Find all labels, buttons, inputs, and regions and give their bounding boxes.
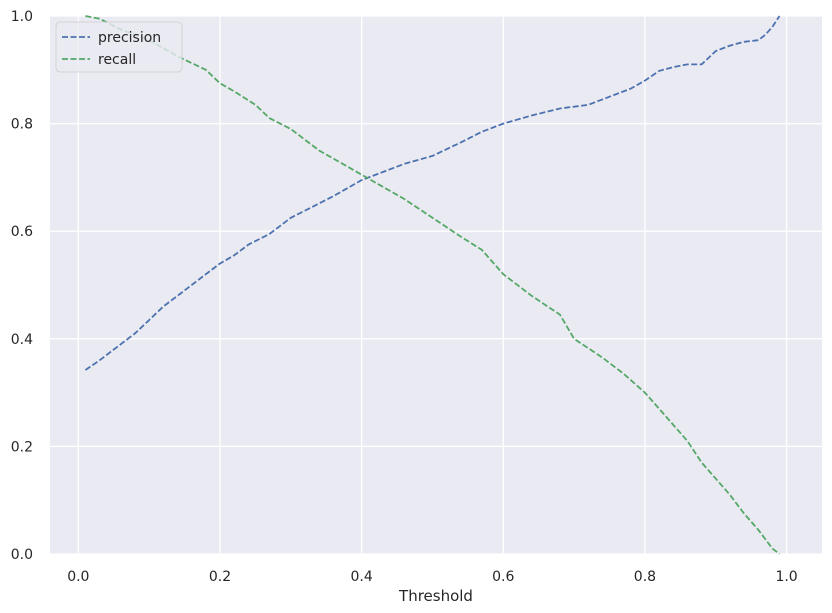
recall-line	[85, 15, 781, 555]
x-tick-labels: 0.0 0.2 0.4 0.6 0.8 1.0	[67, 569, 798, 585]
y-tick-label: 0.8	[11, 117, 33, 133]
x-tick-label: 0.4	[351, 569, 373, 585]
x-tick-label: 0.0	[67, 569, 89, 585]
series-lines	[84, 15, 781, 555]
y-tick-label: 0.4	[11, 332, 33, 348]
plot-area	[50, 16, 822, 554]
legend: precision recall	[55, 21, 183, 73]
y-tick-label: 1.0	[11, 9, 33, 25]
x-tick-label: 0.6	[492, 569, 514, 585]
x-gridlines	[77, 16, 788, 554]
precision-line	[84, 15, 781, 371]
x-tick-label: 1.0	[775, 569, 797, 585]
y-tick-label: 0.6	[11, 224, 33, 240]
x-tick-label: 0.8	[634, 569, 656, 585]
x-tick-label: 0.2	[209, 569, 231, 585]
y-tick-label: 0.2	[11, 439, 33, 455]
legend-label-precision: precision	[98, 30, 161, 46]
y-tick-label: 0.0	[11, 547, 33, 563]
legend-label-recall: recall	[98, 52, 136, 68]
x-axis-label: Threshold	[398, 587, 473, 605]
y-gridlines	[50, 15, 822, 555]
y-tick-labels: 0.0 0.2 0.4 0.6 0.8 1.0	[11, 9, 33, 563]
